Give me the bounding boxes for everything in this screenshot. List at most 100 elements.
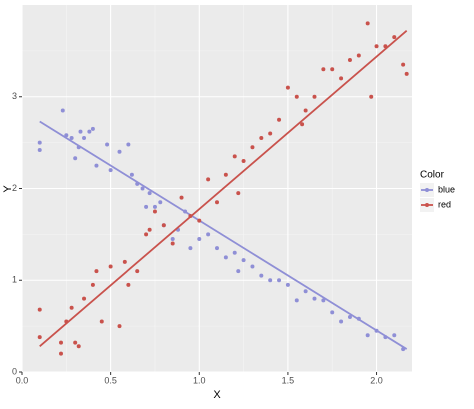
x-tick-label: 0.5 — [104, 375, 117, 385]
point — [37, 307, 42, 312]
y-tick-label: 0 — [12, 366, 17, 376]
point — [347, 58, 352, 63]
point — [140, 186, 145, 191]
point — [392, 35, 397, 40]
point — [268, 278, 273, 283]
point — [401, 62, 406, 67]
point — [105, 142, 110, 147]
point — [117, 149, 122, 154]
fit-line — [39, 120, 408, 350]
point — [87, 129, 92, 134]
point — [126, 282, 131, 287]
point — [73, 340, 78, 345]
point — [122, 259, 127, 264]
point — [90, 282, 95, 287]
legend-label: red — [438, 199, 451, 209]
point — [206, 177, 211, 182]
point — [392, 333, 397, 338]
point — [294, 298, 299, 303]
point — [365, 333, 370, 338]
point — [161, 223, 166, 228]
point — [158, 200, 163, 205]
point — [60, 108, 65, 113]
point — [144, 232, 149, 237]
point — [356, 53, 361, 58]
point — [312, 296, 317, 301]
point — [347, 314, 352, 319]
point — [215, 200, 219, 205]
point — [250, 264, 255, 269]
point — [147, 191, 152, 196]
point — [330, 67, 335, 72]
point — [365, 21, 370, 26]
point — [236, 269, 241, 274]
point — [300, 122, 305, 127]
point — [259, 273, 264, 278]
point — [236, 191, 241, 196]
point — [170, 236, 175, 241]
point — [268, 131, 273, 136]
point — [330, 310, 335, 315]
point — [277, 278, 282, 283]
point — [277, 117, 282, 122]
point — [73, 156, 78, 161]
legend-title: Color — [420, 170, 445, 181]
x-tick-label: 1.5 — [282, 375, 295, 385]
y-tick-label: 1 — [12, 275, 17, 285]
point — [59, 351, 63, 356]
point — [69, 136, 74, 141]
point — [99, 319, 104, 324]
point — [129, 172, 134, 177]
point — [152, 209, 157, 214]
fit-line — [39, 30, 408, 347]
point — [170, 241, 175, 246]
point — [285, 85, 290, 90]
x-tick-label: 0.0 — [16, 375, 29, 385]
point — [206, 232, 211, 237]
legend-point — [425, 203, 429, 207]
point — [303, 289, 308, 294]
y-tick-label: 3 — [12, 91, 17, 101]
point — [76, 344, 81, 349]
point — [82, 296, 87, 301]
point — [339, 76, 344, 81]
point — [303, 108, 308, 113]
point — [404, 71, 409, 76]
point — [78, 129, 83, 134]
point — [126, 142, 131, 147]
point — [94, 269, 99, 274]
point — [37, 140, 42, 145]
point — [223, 255, 228, 260]
point — [312, 94, 317, 99]
x-tick-label: 1.0 — [193, 375, 206, 385]
point — [179, 195, 184, 200]
legend-label: blue — [438, 184, 455, 194]
point — [232, 154, 237, 159]
point — [197, 218, 202, 223]
point — [188, 246, 193, 251]
point — [250, 145, 255, 150]
point — [37, 335, 42, 340]
x-tick-label: 2.0 — [370, 375, 383, 385]
point — [215, 246, 219, 251]
point — [108, 264, 113, 269]
point — [69, 305, 74, 310]
point — [223, 172, 228, 177]
point — [374, 44, 379, 49]
point — [147, 227, 152, 232]
x-axis-title: X — [213, 389, 221, 401]
point — [321, 298, 326, 303]
point — [259, 136, 264, 141]
y-tick-label: 2 — [12, 183, 17, 193]
point — [117, 324, 122, 329]
point — [152, 204, 157, 209]
point — [369, 94, 374, 99]
point — [64, 133, 69, 138]
point — [59, 340, 63, 345]
y-axis-title: Y — [2, 185, 14, 193]
point — [37, 147, 42, 152]
point — [294, 94, 299, 99]
point — [144, 204, 149, 209]
point — [94, 163, 99, 168]
